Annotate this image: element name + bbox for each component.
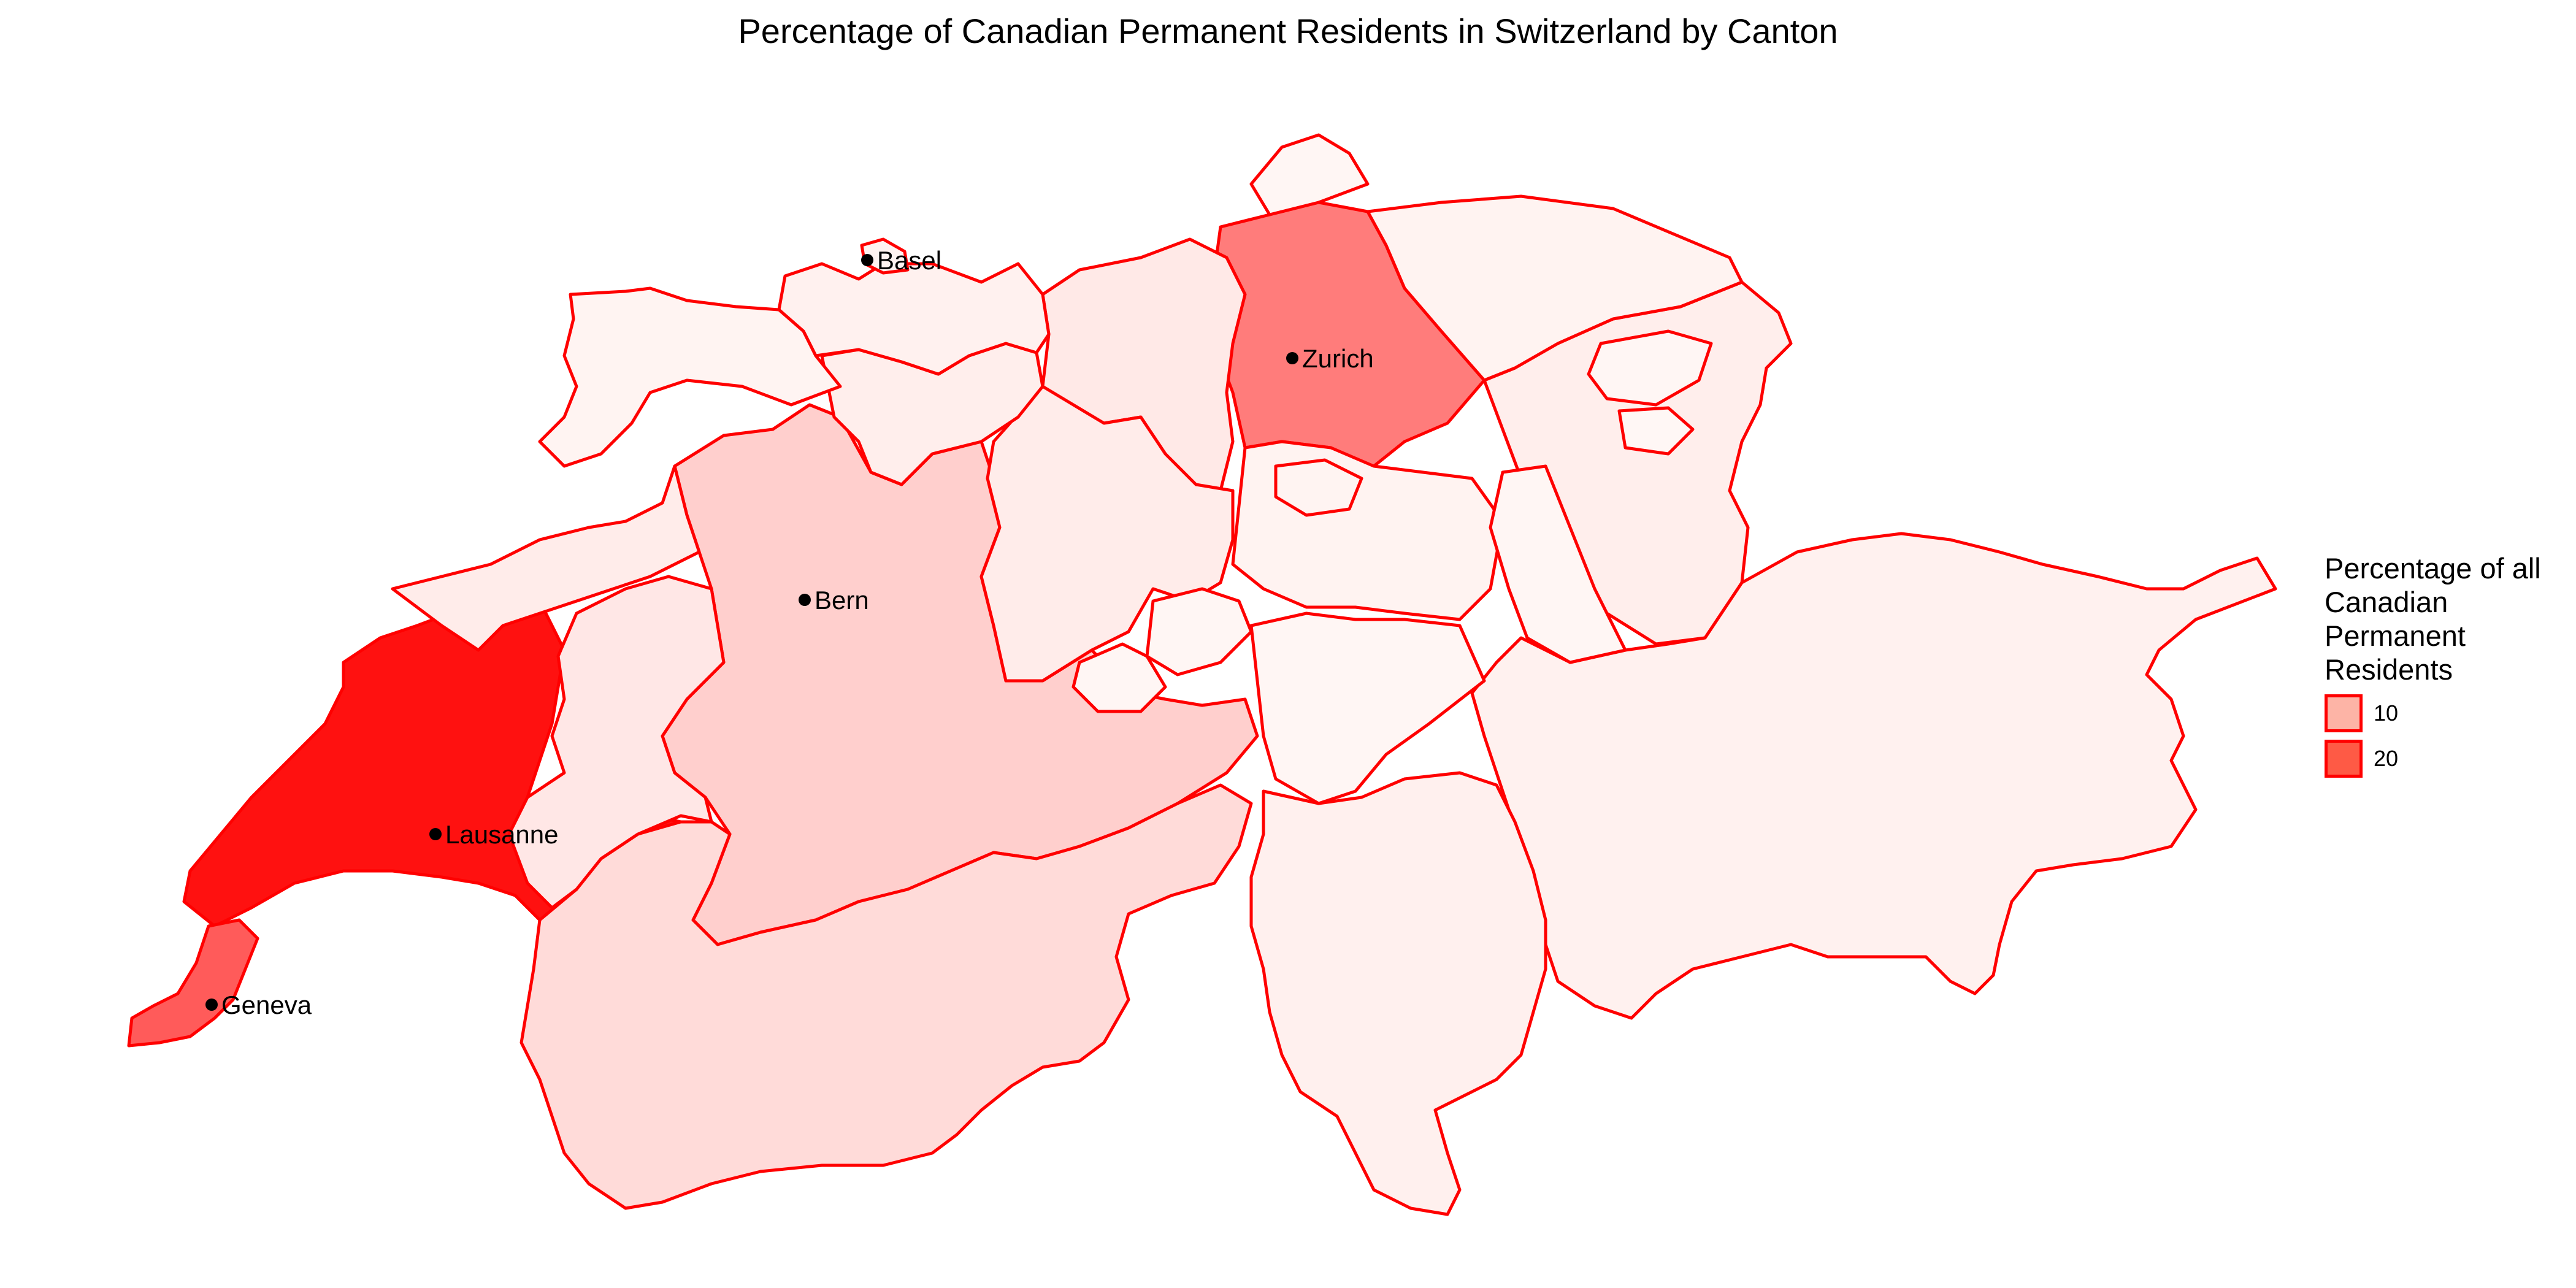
legend: Percentage of all Canadian Permanent Res…	[2325, 552, 2570, 778]
canton-gr	[1470, 532, 2277, 1020]
canton-sh	[1249, 133, 1370, 217]
legend-key-10	[2325, 694, 2363, 732]
city-label-bern: Bern	[815, 586, 869, 615]
canton-nw	[1145, 587, 1253, 677]
city-label-basel: Basel	[877, 246, 941, 275]
city-markers: Basel Zurich Bern Lausanne Geneva	[205, 246, 1374, 1019]
legend-label-20: 20	[2374, 745, 2399, 771]
city-dot-basel	[861, 254, 873, 266]
canton-ne	[391, 464, 701, 652]
city-dot-geneva	[205, 999, 218, 1011]
canton-ge	[127, 918, 259, 1048]
canton-sz	[1231, 440, 1505, 621]
legend-item-20: 20	[2325, 739, 2570, 778]
city-dot-bern	[799, 594, 811, 606]
canton-regions	[127, 133, 2277, 1216]
canton-ai	[1617, 406, 1695, 456]
city-dot-zurich	[1286, 352, 1298, 364]
legend-key-20	[2325, 739, 2363, 778]
canton-ur	[1249, 611, 1486, 805]
city-label-zurich: Zurich	[1302, 344, 1374, 373]
city-dot-lausanne	[429, 828, 442, 840]
canton-gl	[1489, 464, 1627, 664]
legend-title: Percentage of all Canadian Permanent Res…	[2325, 552, 2541, 686]
canton-ow	[1071, 642, 1167, 713]
canton-tg	[1366, 194, 1744, 382]
canton-zg	[1274, 458, 1363, 517]
city-label-lausanne: Lausanne	[445, 820, 559, 849]
canton-vs	[519, 783, 1253, 1210]
canton-fr	[507, 575, 726, 910]
canton-ar	[1587, 329, 1713, 407]
legend-label-10: 10	[2374, 700, 2399, 726]
legend-item-10: 10	[2325, 694, 2570, 732]
canton-ti	[1249, 771, 1547, 1216]
city-label-geneva: Geneva	[221, 991, 312, 1019]
chart-title: Percentage of Canadian Permanent Residen…	[738, 12, 1838, 50]
canton-ju	[538, 286, 842, 468]
